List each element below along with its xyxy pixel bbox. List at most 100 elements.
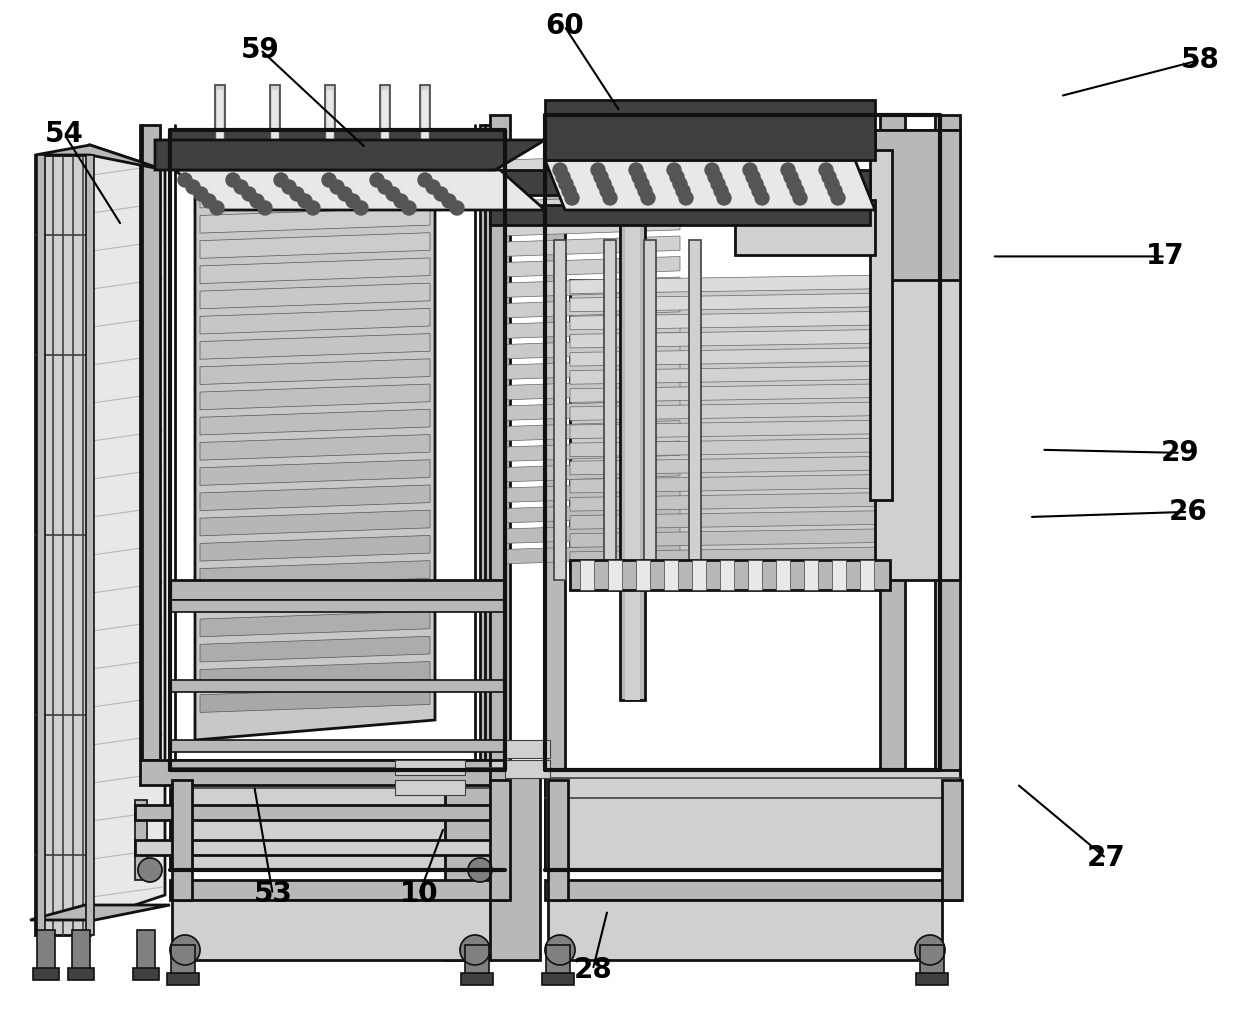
Circle shape xyxy=(233,175,246,187)
Circle shape xyxy=(441,194,456,208)
Circle shape xyxy=(603,191,618,205)
Circle shape xyxy=(915,935,945,965)
Polygon shape xyxy=(570,311,890,330)
Polygon shape xyxy=(505,461,680,482)
Polygon shape xyxy=(505,318,680,338)
Circle shape xyxy=(635,177,649,191)
Polygon shape xyxy=(379,85,391,140)
Polygon shape xyxy=(91,145,165,920)
Circle shape xyxy=(377,168,389,179)
Polygon shape xyxy=(480,125,500,760)
Polygon shape xyxy=(505,277,680,298)
Circle shape xyxy=(559,177,573,191)
Circle shape xyxy=(247,151,259,163)
Circle shape xyxy=(828,184,842,197)
Circle shape xyxy=(193,187,208,201)
Polygon shape xyxy=(185,145,495,185)
Polygon shape xyxy=(171,945,195,975)
Circle shape xyxy=(138,858,162,882)
Polygon shape xyxy=(505,760,551,778)
Circle shape xyxy=(418,173,432,187)
Circle shape xyxy=(680,191,693,205)
Polygon shape xyxy=(140,760,490,785)
Circle shape xyxy=(427,180,440,194)
Polygon shape xyxy=(217,90,223,140)
Text: 53: 53 xyxy=(253,880,293,909)
Circle shape xyxy=(562,184,577,197)
Polygon shape xyxy=(170,880,505,900)
Polygon shape xyxy=(140,125,160,760)
Polygon shape xyxy=(200,409,430,435)
Text: 58: 58 xyxy=(1180,45,1220,74)
Circle shape xyxy=(629,163,644,177)
Polygon shape xyxy=(870,150,892,500)
Circle shape xyxy=(361,151,373,163)
Polygon shape xyxy=(505,440,680,461)
Polygon shape xyxy=(570,420,890,438)
Circle shape xyxy=(347,175,360,187)
Polygon shape xyxy=(505,298,680,317)
Polygon shape xyxy=(68,968,94,980)
Polygon shape xyxy=(880,115,905,870)
Polygon shape xyxy=(505,379,680,400)
Circle shape xyxy=(353,201,368,215)
Circle shape xyxy=(217,159,229,171)
Circle shape xyxy=(290,187,304,201)
Circle shape xyxy=(751,184,766,197)
Polygon shape xyxy=(135,800,148,880)
Circle shape xyxy=(339,168,351,179)
Polygon shape xyxy=(200,662,430,688)
Polygon shape xyxy=(505,740,551,758)
Polygon shape xyxy=(689,240,701,580)
Polygon shape xyxy=(200,157,430,183)
Circle shape xyxy=(370,173,384,187)
Polygon shape xyxy=(170,130,505,155)
Polygon shape xyxy=(325,85,335,140)
Polygon shape xyxy=(200,536,430,561)
Polygon shape xyxy=(546,100,875,160)
Polygon shape xyxy=(135,840,495,855)
Circle shape xyxy=(632,170,646,184)
Polygon shape xyxy=(270,85,280,140)
Text: 17: 17 xyxy=(1146,242,1185,271)
Polygon shape xyxy=(942,780,962,900)
Circle shape xyxy=(787,177,801,191)
Circle shape xyxy=(434,187,448,201)
Polygon shape xyxy=(135,805,495,820)
Polygon shape xyxy=(636,560,650,590)
Circle shape xyxy=(322,151,335,163)
Polygon shape xyxy=(570,560,890,590)
Polygon shape xyxy=(37,930,55,970)
Polygon shape xyxy=(490,205,870,225)
Polygon shape xyxy=(604,240,616,580)
Polygon shape xyxy=(170,600,505,612)
Text: 26: 26 xyxy=(1168,497,1208,526)
Circle shape xyxy=(306,201,320,215)
Polygon shape xyxy=(35,145,165,170)
Polygon shape xyxy=(570,475,890,493)
Circle shape xyxy=(234,180,248,194)
Circle shape xyxy=(384,175,397,187)
Polygon shape xyxy=(200,257,430,283)
Polygon shape xyxy=(200,485,430,511)
Polygon shape xyxy=(490,170,870,195)
Polygon shape xyxy=(200,687,430,712)
Circle shape xyxy=(202,194,216,208)
Polygon shape xyxy=(86,155,94,935)
Circle shape xyxy=(676,184,689,197)
Circle shape xyxy=(285,151,298,163)
Circle shape xyxy=(386,187,401,201)
Polygon shape xyxy=(200,460,430,485)
Circle shape xyxy=(460,935,490,965)
Circle shape xyxy=(224,168,237,179)
Polygon shape xyxy=(200,384,430,409)
Circle shape xyxy=(467,858,492,882)
Polygon shape xyxy=(920,945,944,975)
Polygon shape xyxy=(175,170,546,210)
Circle shape xyxy=(708,170,722,184)
Polygon shape xyxy=(548,900,942,960)
Circle shape xyxy=(179,173,192,187)
Polygon shape xyxy=(200,611,430,637)
Circle shape xyxy=(600,184,614,197)
Circle shape xyxy=(670,170,684,184)
